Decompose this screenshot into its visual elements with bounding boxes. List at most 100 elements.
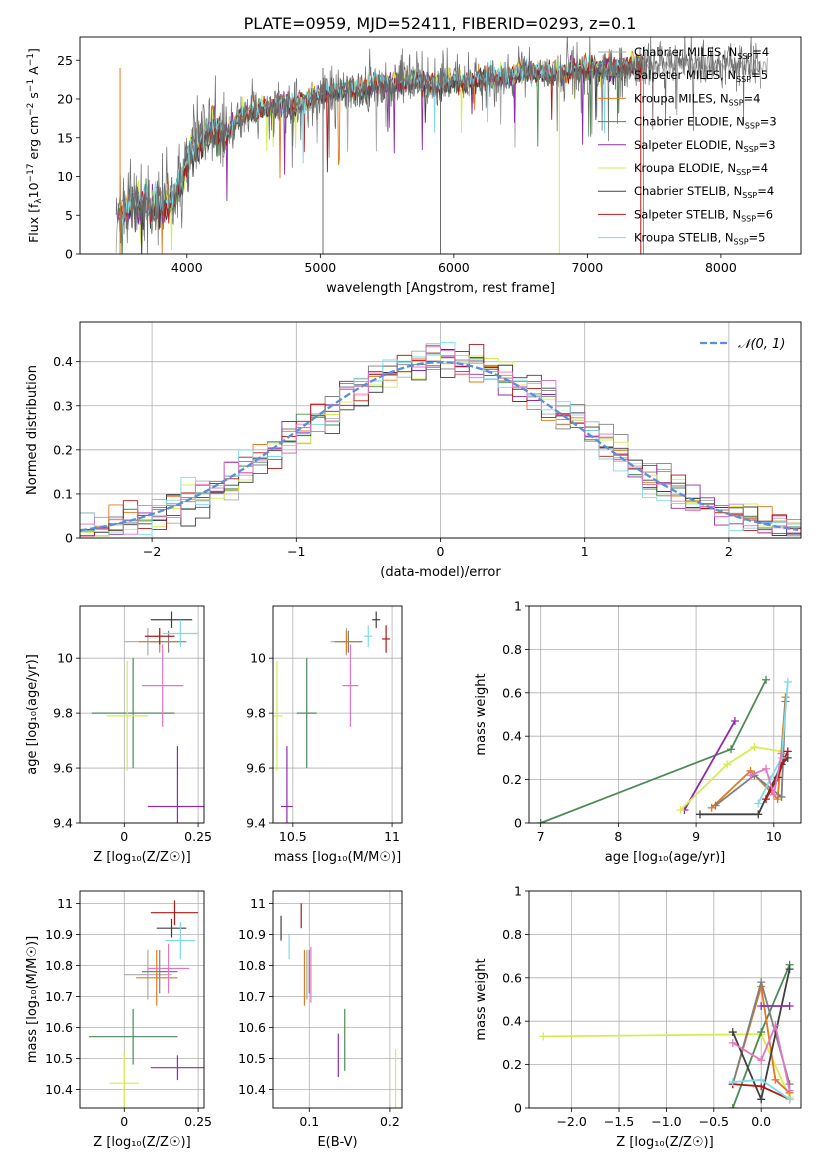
weight-marker [723,760,732,769]
data-point [342,644,359,727]
y-tick-label: 10.6 [238,1020,266,1035]
legend-entry: Chabrier MILES, NSSP=4 [634,45,769,61]
plot-area [88,900,204,1108]
y-tick-label: 0.6 [502,970,522,985]
y-axis-label: mass weight [474,673,489,755]
data-point [150,1055,204,1081]
legend-entry: Kroupa MILES, NSSP=4 [634,91,760,107]
data-point [364,625,373,648]
y-tick-label: 9.6 [246,761,266,776]
y-axis-label: mass weight [474,958,489,1040]
weight-marker [695,810,704,819]
weight-marker [754,810,763,819]
plot-area [536,675,792,823]
y-tick-label: 10.4 [45,1082,73,1097]
data-point [124,949,172,1000]
x-axis-label: Z [log₁₀(Z/Z☉)] [93,1135,190,1150]
y-axis-label: Flux [fλ10−17 erg cm−2 s−1 A−1] [26,48,44,243]
weight-marker [757,1095,766,1104]
weight-marker [785,1086,794,1095]
axes-frame [79,605,205,824]
weight-series [728,965,794,1104]
weight-marker [785,1095,794,1104]
panel-age_vs_mass: 10.5 11 9.4 9.6 9.8 10 mass [log₁₀(M/M☉)] [246,605,403,865]
x-tick-label: −1.5 [604,1114,634,1129]
x-tick-label: 7 [537,829,545,844]
x-axis-label: Z [log₁₀(Z/Z☉)] [616,1135,713,1150]
y-tick-label: 11 [57,896,73,911]
weight-marker [750,743,759,752]
y-tick-label: 0.4 [53,354,73,369]
weight-line [732,1022,791,1091]
weight-marker [771,1021,780,1030]
plot-area [80,341,801,537]
y-tick-label: 10 [57,169,73,184]
x-axis-label: E(B-V) [317,1135,357,1150]
x-tick-label: 10 [766,829,782,844]
y-tick-label: 0.6 [502,685,522,700]
y-tick-label: 0 [514,1101,522,1116]
weight-series [728,1075,794,1104]
x-tick-label: 0.0 [751,1114,771,1129]
residual-histogram [80,354,801,537]
data-point [162,619,199,648]
weight-marker [757,1028,766,1037]
legend-entry: Kroupa STELIB, NSSP=5 [634,231,765,247]
x-axis-label: mass [log₁₀(M/M☉)] [274,850,401,865]
panel-spectrum: 4000 5000 6000 7000 8000 0 5 10 15 20 25 wavelength… [26,36,802,296]
model-series [120,54,641,225]
data-point [150,900,199,926]
y-tick-label: 20 [57,92,73,107]
legend-entry: Salpeter MILES, NSSP=5 [634,68,768,84]
x-tick-label: 1 [581,544,589,559]
x-tick-label: 10.5 [279,829,307,844]
data-point [109,1052,140,1108]
observed-spectrum [115,37,762,254]
x-tick-label: −1.0 [651,1114,681,1129]
data-point [296,658,317,769]
y-tick-label: 25 [57,53,73,68]
plot-area [91,611,204,823]
panel-age_vs_Z: 0 0.25 9.4 9.6 9.8 10 Z [log₁₀(Z/Z☉)] age [log₁… [25,605,212,865]
panel-residuals: −2 −1 0 1 2 0 0.1 0.2 0.3 0.4 (data-model)/error No… [25,321,802,580]
x-tick-label: 2 [725,544,733,559]
data-point [156,918,187,938]
panel-mass_weight_vs_age: 7 8 9 10 0 0.2 0.4 0.6 0.8 1 age [log₁₀(age/yr)] ma… [474,599,802,865]
x-tick-label: 0.1 [299,1114,319,1129]
weight-series [728,960,794,1108]
x-tick-label: 9 [692,829,700,844]
y-tick-label: 9.6 [53,761,73,776]
weight-marker [728,1077,737,1086]
data-point [273,660,283,771]
x-tick-label: 0 [120,1114,128,1129]
weight-marker [777,749,786,758]
y-tick-label: 15 [57,130,73,145]
legend: 𝒩(0, 1) [700,337,785,352]
legend: Chabrier MILES, NSSP=4 Salpeter MILES, NS… [598,45,777,247]
data-point [372,611,381,628]
weight-series [754,677,792,808]
y-tick-label: 0 [514,816,522,831]
weight-marker [762,795,771,804]
weight-line [683,720,736,811]
weight-marker [777,792,786,801]
data-point [334,630,359,653]
x-tick-label: 8 [614,829,622,844]
weight-marker [728,1028,737,1037]
y-tick-label: 10.7 [238,989,266,1004]
y-axis-label: Normed distribution [25,365,40,495]
axes-frame [528,605,802,824]
axes-frame [272,890,403,1109]
data-point [150,611,193,628]
weight-marker [536,819,545,823]
weight-series [757,1002,794,1011]
y-tick-label: 5 [65,208,73,223]
x-axis-label: (data-model)/error [380,565,501,580]
y-tick-label: 10.4 [238,1082,266,1097]
plot-area [539,960,794,1108]
x-axis-label: wavelength [Angstrom, rest frame] [326,281,555,296]
residual-histogram [80,351,801,536]
weight-marker [754,799,763,808]
x-tick-label: −1 [287,544,305,559]
weight-line [540,679,767,823]
